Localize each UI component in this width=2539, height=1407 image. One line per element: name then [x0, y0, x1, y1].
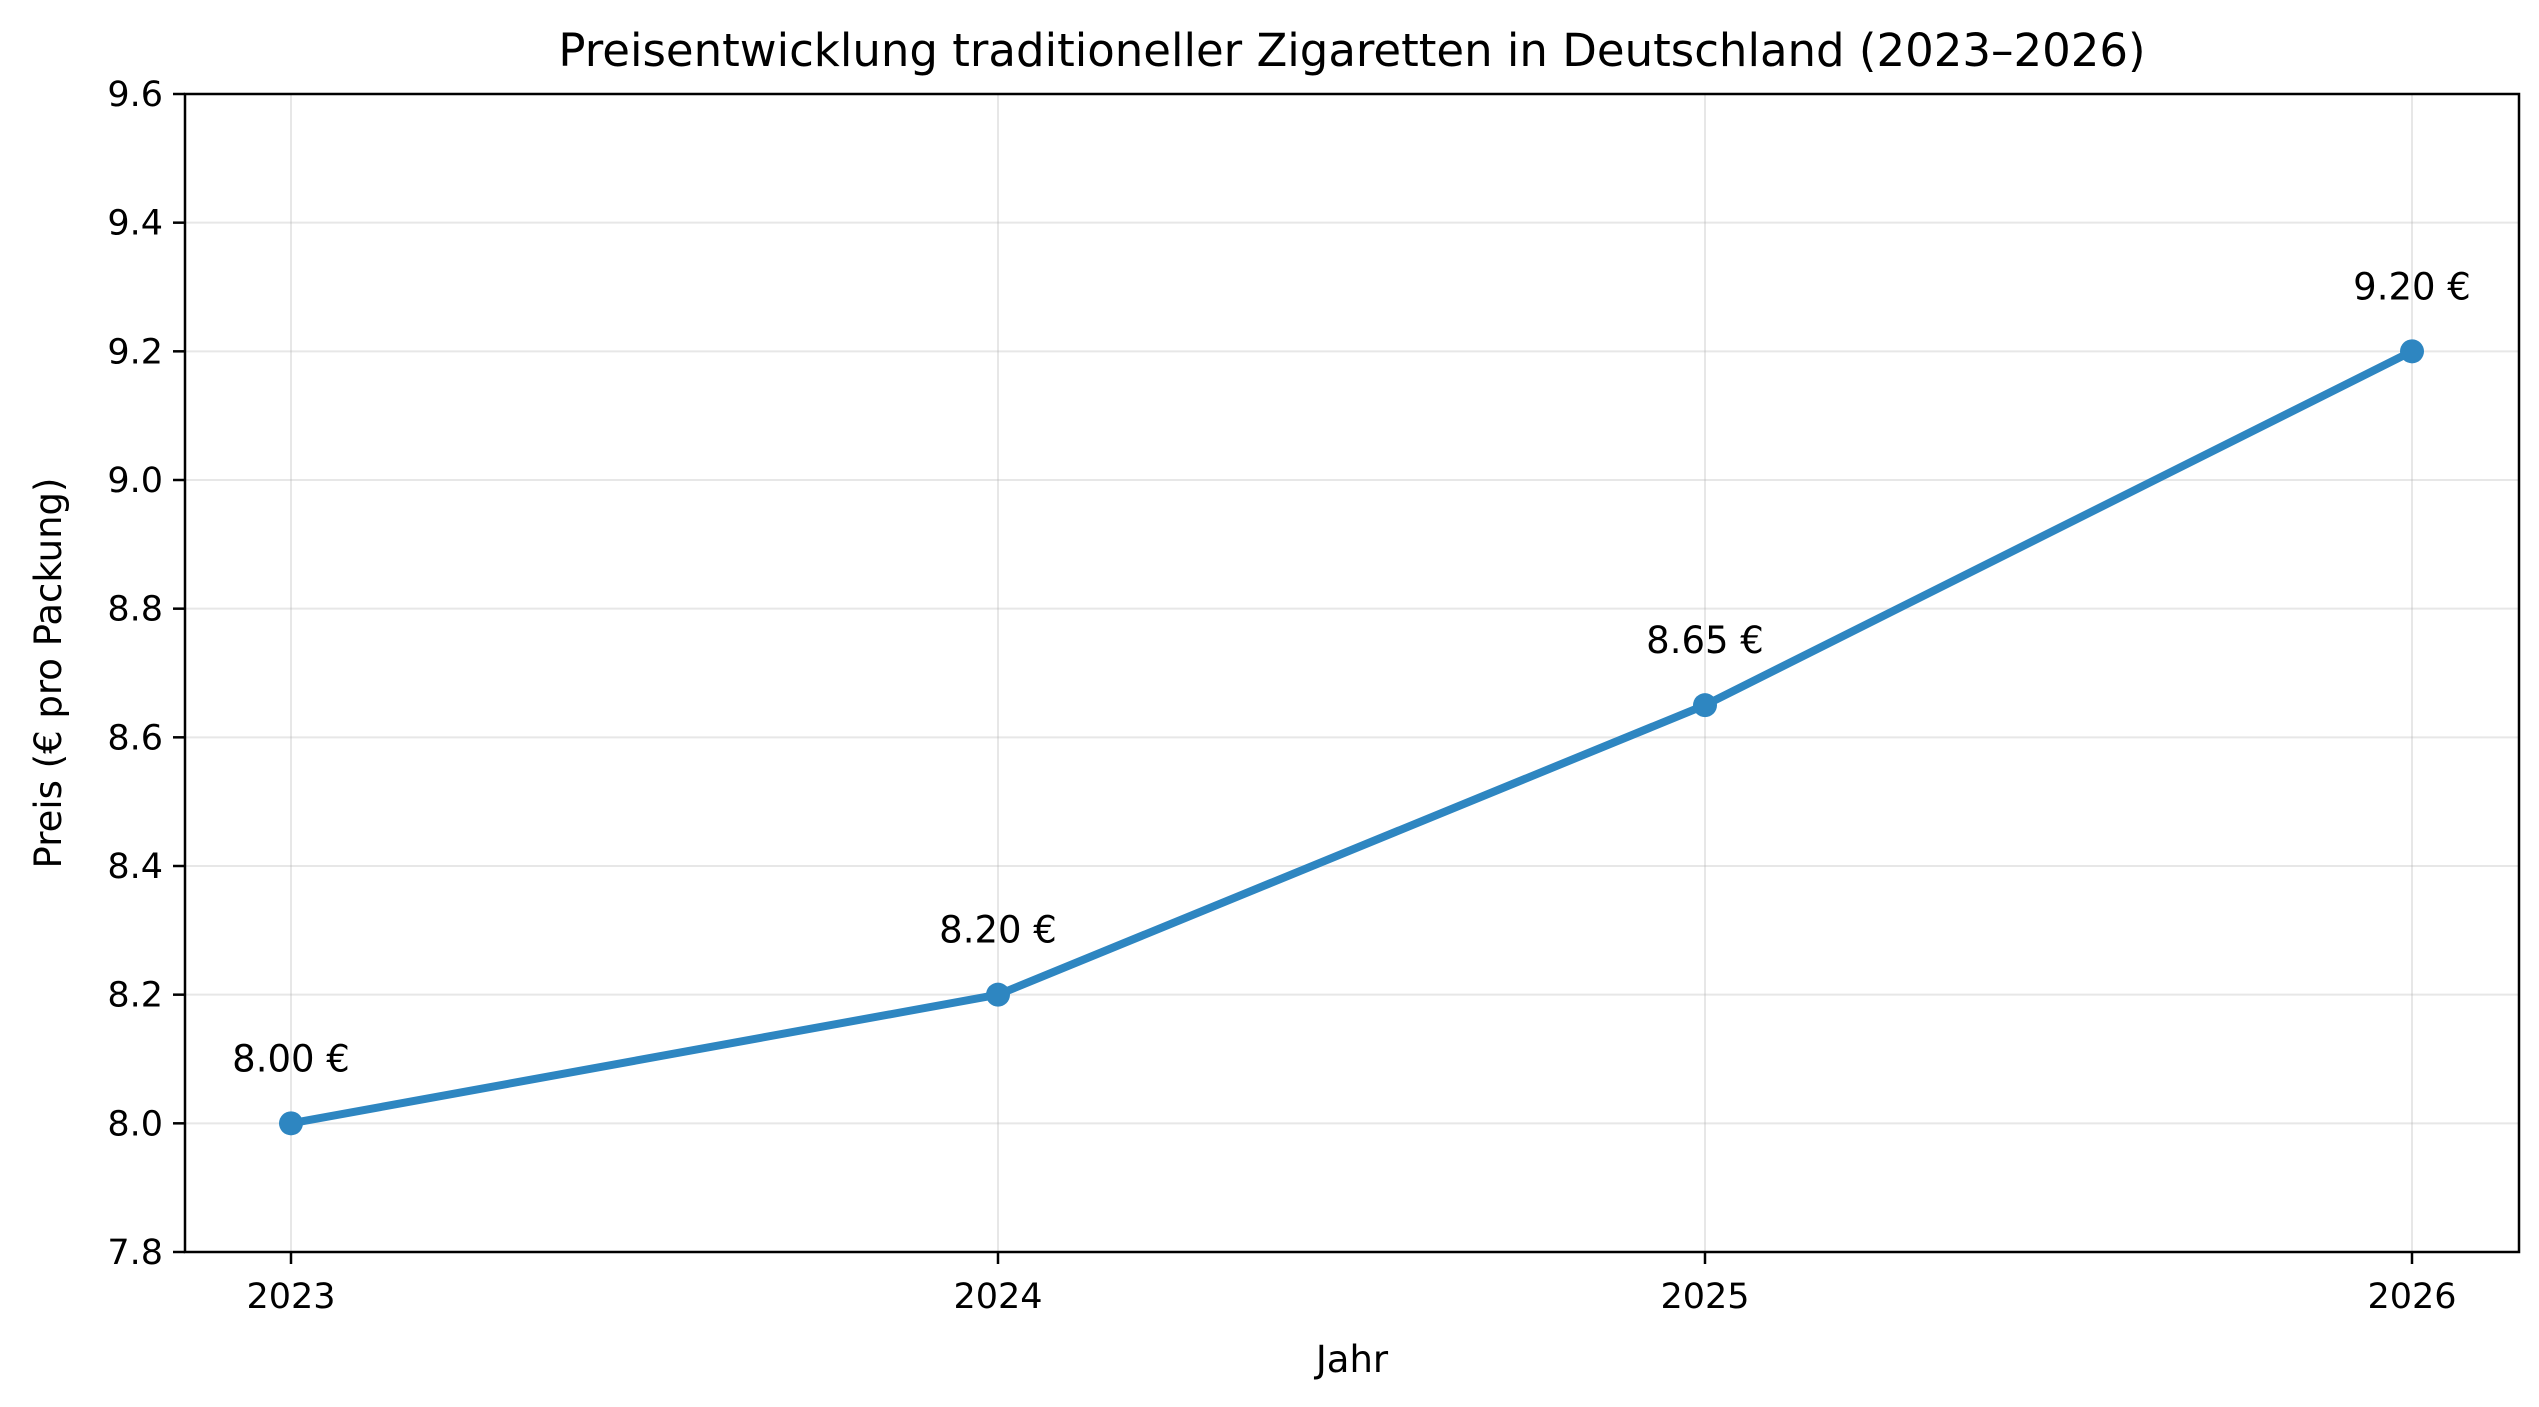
x-tick-label: 2024	[953, 1277, 1042, 1317]
data-label: 8.65 €	[1646, 619, 1764, 662]
data-point	[986, 982, 1010, 1007]
x-axis: 2023 2024 2025 2026	[246, 1252, 2457, 1317]
data-label: 8.00 €	[232, 1037, 350, 1080]
x-tick-label: 2023	[246, 1277, 335, 1317]
y-tick-label: 7.8	[107, 1233, 163, 1273]
x-axis-label: Jahr	[1314, 1338, 1389, 1381]
x-tick-label: 2025	[1660, 1277, 1749, 1317]
y-tick-label: 9.6	[107, 75, 163, 115]
y-tick-label: 9.2	[107, 332, 163, 372]
y-tick-label: 8.8	[107, 590, 163, 630]
y-axis-label: Preis (€ pro Packung)	[27, 478, 70, 869]
series-line	[287, 347, 2416, 1128]
y-tick-label: 9.4	[107, 204, 163, 244]
grid	[185, 93, 2519, 1253]
data-label: 8.20 €	[939, 909, 1057, 952]
chart-title: Preisentwicklung traditioneller Zigarett…	[558, 24, 2145, 77]
y-tick-label: 8.4	[107, 847, 163, 887]
data-point	[279, 1111, 303, 1136]
data-points	[279, 339, 2424, 1136]
plot-area-frame	[183, 92, 2521, 1254]
data-point	[2400, 339, 2424, 364]
y-axis: 7.8 8.0 8.2 8.4 8.6 8.8 9.0 9.2 9.4 9.6	[107, 75, 185, 1273]
y-tick-label: 9.0	[107, 461, 163, 501]
data-point	[1693, 693, 1717, 718]
data-label: 9.20 €	[2353, 265, 2471, 308]
y-tick-label: 8.2	[107, 976, 163, 1016]
x-tick-label: 2026	[2367, 1277, 2456, 1317]
y-tick-label: 8.6	[107, 718, 163, 758]
y-tick-label: 8.0	[107, 1104, 163, 1144]
data-labels: 8.00 € 8.20 € 8.65 € 9.20 €	[232, 265, 2471, 1080]
